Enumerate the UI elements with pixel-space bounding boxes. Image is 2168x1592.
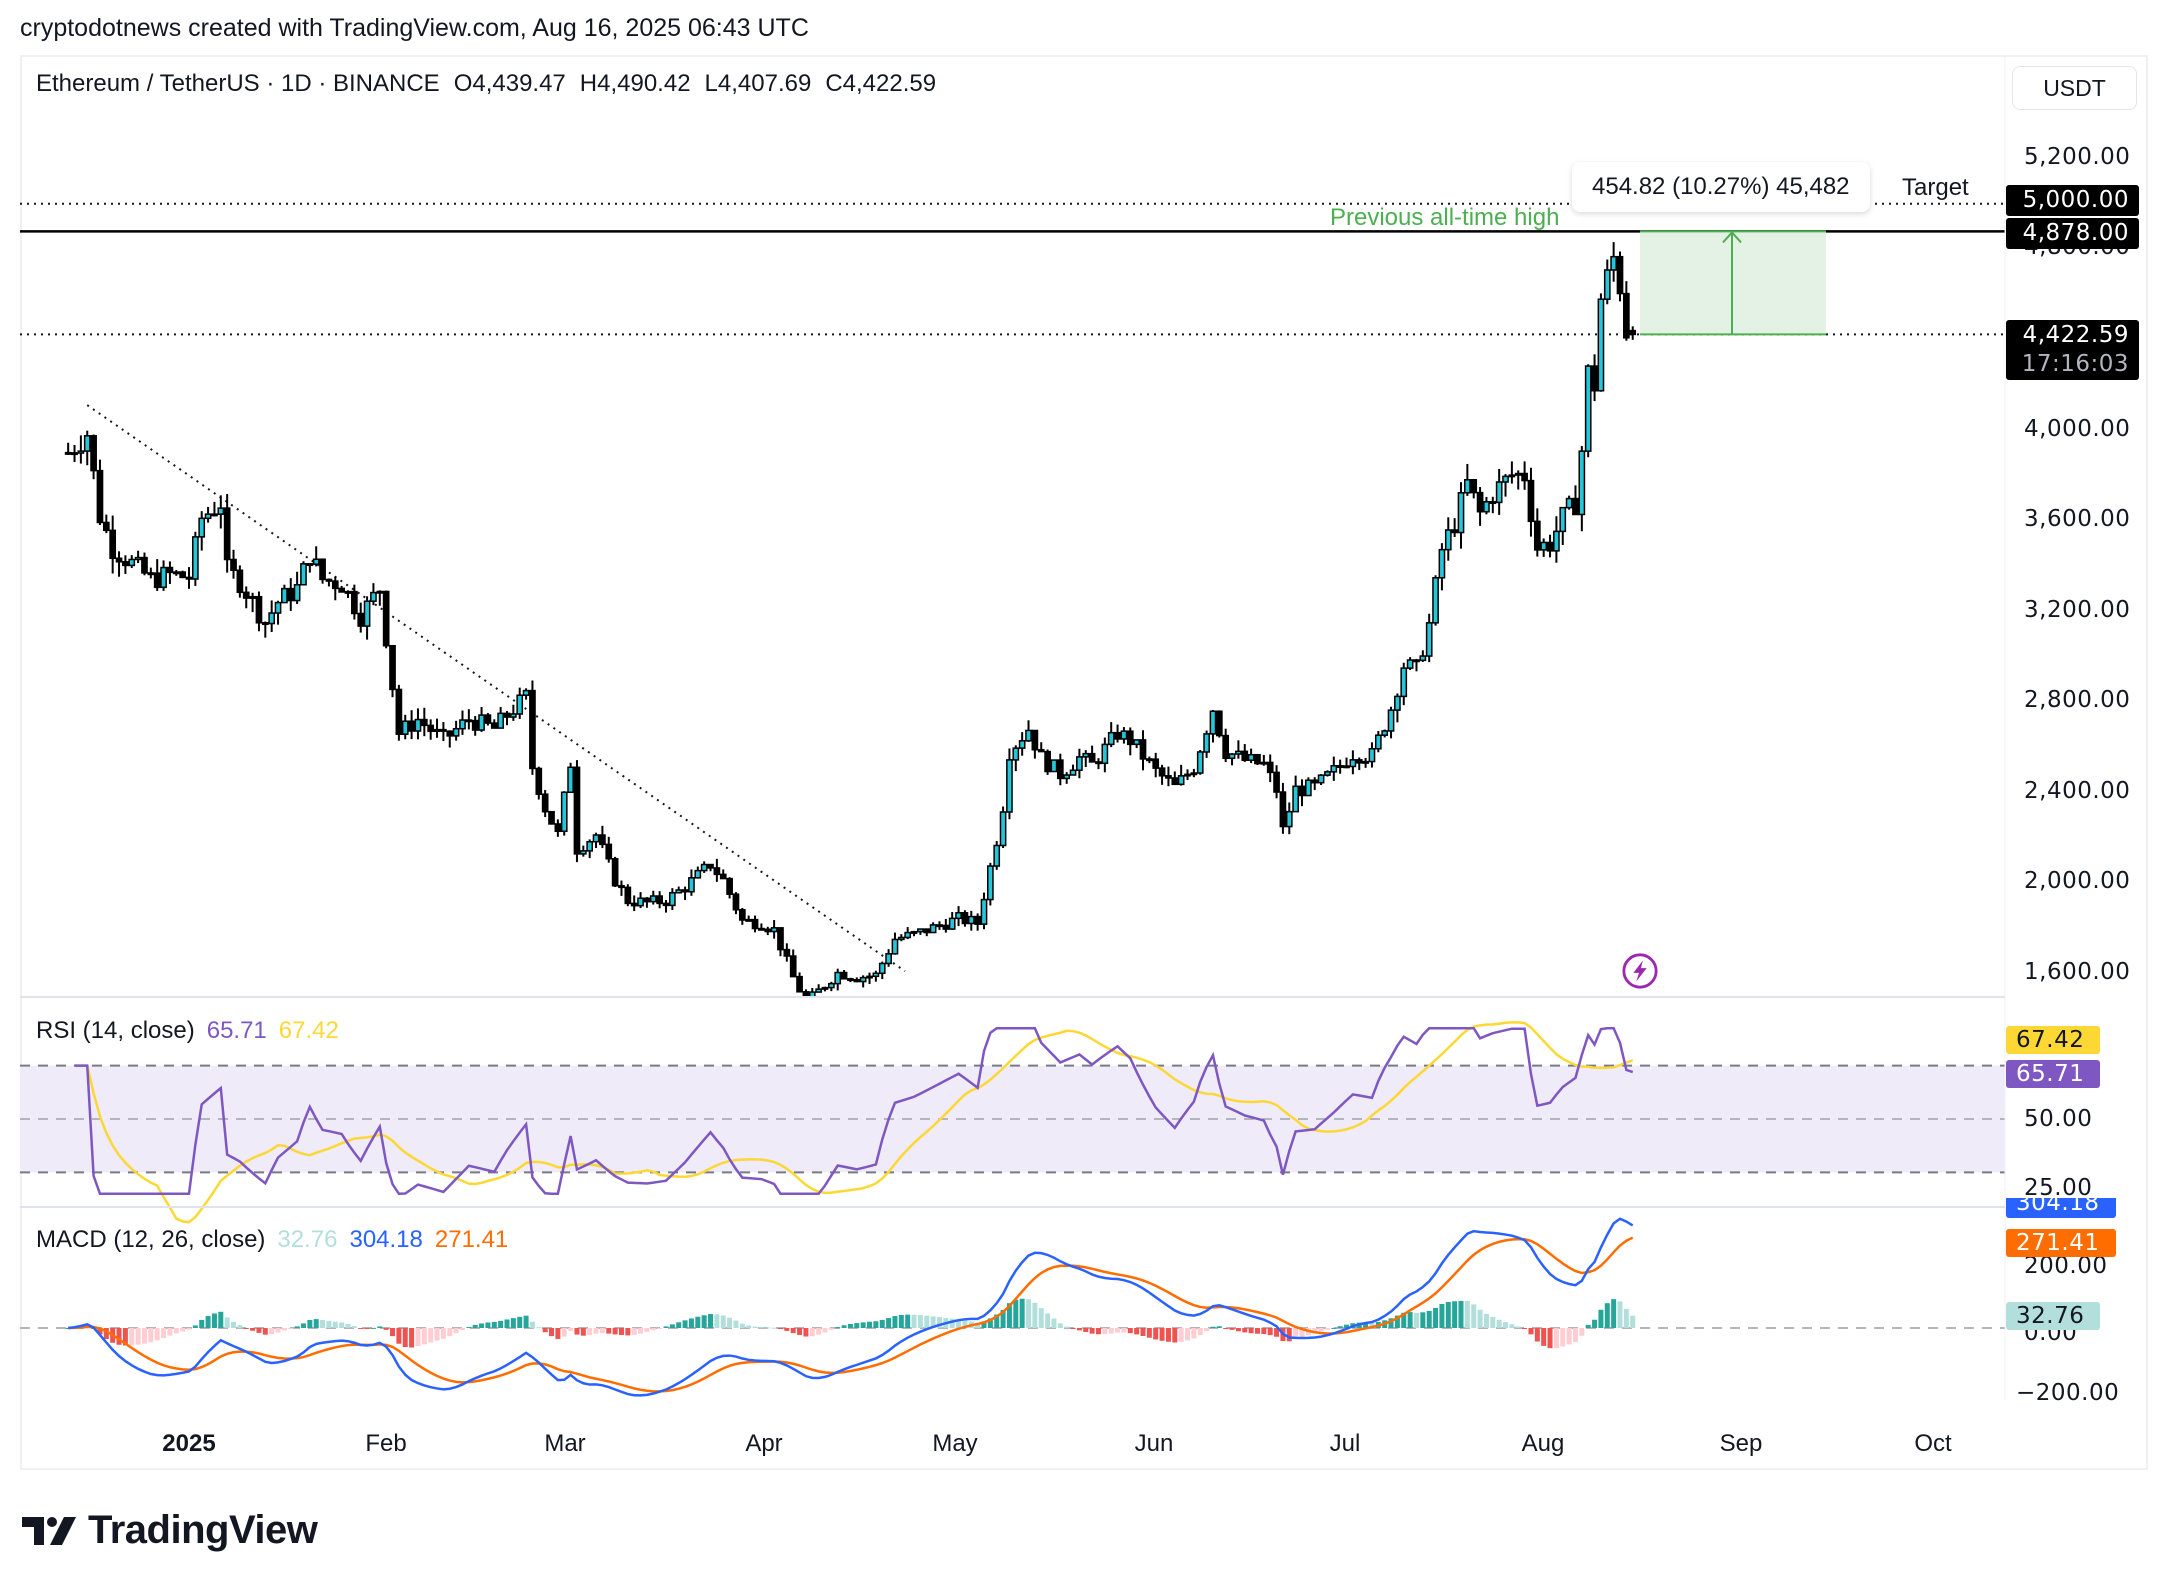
rsi-tag: 65.71 <box>2006 1060 2100 1088</box>
pane-divider[interactable] <box>20 996 2005 998</box>
price-axis-label: 3,200.00 <box>2024 597 2131 623</box>
macd-tag-text: 304.18 <box>2016 1198 2100 1216</box>
time-axis-label: Aug <box>1521 1430 1565 1457</box>
price-axis-label: 3,600.00 <box>2024 506 2131 532</box>
ohlc-high: H4,490.42 <box>579 70 691 97</box>
price-axis-label: 2,400.00 <box>2024 778 2131 804</box>
time-axis-label: Jun <box>1134 1430 1174 1457</box>
time-axis-label: Oct <box>1914 1430 1952 1457</box>
ath-price-tag: 4,878.00 <box>2006 218 2139 249</box>
last-price-tag: 4,422.59 <box>2006 320 2139 351</box>
macd-axis-label: −200.00 <box>2016 1380 2120 1406</box>
target-price-tag: 5,000.00 <box>2006 185 2139 216</box>
ohlc-open: O4,439.47 <box>453 70 566 97</box>
symbol-legend: Ethereum / TetherUS · 1D · BINANCE O4,439… <box>36 70 950 98</box>
time-axis-label: Apr <box>745 1430 783 1457</box>
macd-value: 304.18 <box>349 1226 423 1253</box>
time-axis-label: 2025 <box>162 1430 216 1457</box>
time-axis-label: Feb <box>365 1430 407 1457</box>
tradingview-logo[interactable]: TradingView <box>22 1508 318 1553</box>
macd-histogram-value: 32.76 <box>277 1226 338 1253</box>
tradingview-logo-text: TradingView <box>88 1508 318 1552</box>
rsi-legend: RSI (14, close) 65.71 67.42 <box>36 1017 351 1045</box>
rsi-axis-label: 50.00 <box>2024 1106 2093 1132</box>
time-axis-label: May <box>932 1430 978 1457</box>
measure-tooltip: 454.82 (10.27%) 45,482 <box>1572 162 1870 212</box>
macd-legend: MACD (12, 26, close) 32.76 304.18 271.41 <box>36 1226 520 1254</box>
target-label: Target <box>1902 174 1969 201</box>
macd-tag: 304.18 <box>2006 1198 2116 1218</box>
time-axis-label: Jul <box>1329 1430 1361 1457</box>
price-axis-label: 2,800.00 <box>2024 687 2131 713</box>
rsi-ma-tag: 67.42 <box>2006 1026 2100 1054</box>
rsi-value: 65.71 <box>206 1017 267 1044</box>
price-axis-label: 5,200.00 <box>2024 144 2131 170</box>
rsi-ma-value: 67.42 <box>278 1017 339 1044</box>
ohlc-low: L4,407.69 <box>704 70 812 97</box>
tradingview-logo-icon <box>22 1516 76 1545</box>
time-axis-label: Mar <box>544 1430 586 1457</box>
rsi-title[interactable]: RSI (14, close) <box>36 1017 195 1044</box>
macd-axis-label: 200.00 <box>2024 1253 2108 1279</box>
price-axis-label: 1,600.00 <box>2024 959 2131 985</box>
pane-divider[interactable] <box>20 1206 2005 1208</box>
lightning-icon[interactable] <box>1621 952 1659 990</box>
macd-signal-value: 271.41 <box>434 1226 509 1253</box>
price-axis-label: 4,000.00 <box>2024 416 2131 442</box>
chart-credit: cryptodotnews created with TradingView.c… <box>20 14 809 42</box>
bar-countdown-tag: 17:16:03 <box>2006 349 2139 380</box>
rsi-axis-label: 25.00 <box>2024 1175 2093 1201</box>
macd-signal-tag: 271.41 <box>2006 1229 2116 1257</box>
macd-histogram-tag: 32.76 <box>2006 1302 2100 1330</box>
ath-label: Previous all-time high <box>1330 204 1560 231</box>
time-axis-label: Sep <box>1719 1430 1763 1457</box>
symbol-name[interactable]: Ethereum / TetherUS · 1D · BINANCE <box>36 70 440 97</box>
ohlc-close: C4,422.59 <box>825 70 937 97</box>
price-axis-label: 2,000.00 <box>2024 868 2131 894</box>
macd-title[interactable]: MACD (12, 26, close) <box>36 1226 266 1253</box>
currency-button[interactable]: USDT <box>2012 66 2137 110</box>
